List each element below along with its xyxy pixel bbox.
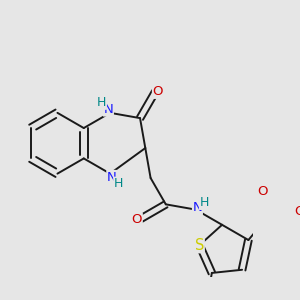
Text: O: O	[152, 85, 163, 98]
Text: N: N	[193, 201, 202, 214]
Text: H: H	[114, 177, 123, 190]
Text: S: S	[195, 238, 204, 253]
Text: O: O	[294, 205, 300, 218]
Text: H: H	[97, 96, 106, 109]
Text: H: H	[200, 196, 209, 209]
Text: O: O	[132, 213, 142, 226]
Text: O: O	[257, 184, 267, 198]
Text: N: N	[103, 103, 113, 116]
Text: N: N	[107, 170, 117, 184]
